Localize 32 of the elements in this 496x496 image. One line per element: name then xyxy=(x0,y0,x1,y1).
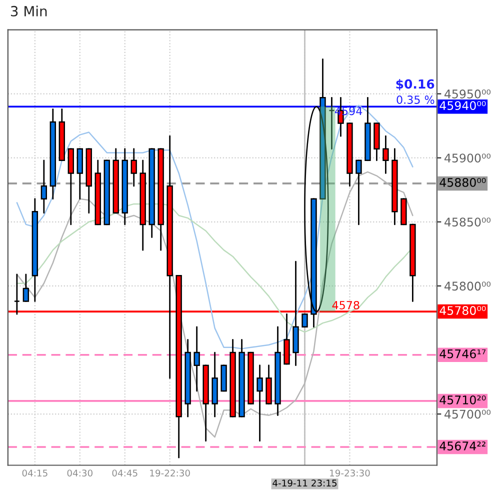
x-tick-label: 04:15 xyxy=(22,470,48,477)
annotation: $0.16 xyxy=(396,79,434,90)
y-tick-label: 45900⁰⁰ xyxy=(444,154,491,162)
ref-line-label: 45710²⁰ xyxy=(440,395,486,404)
ref-line-label: 45880⁰⁰ xyxy=(440,178,486,187)
y-tick-label: 45950⁰⁰ xyxy=(444,90,491,98)
x-tick-label: 04:45 xyxy=(112,470,138,477)
candlestick xyxy=(130,148,137,187)
candlestick xyxy=(22,274,30,302)
candlestick xyxy=(14,274,20,315)
chart-title: 3 Min xyxy=(10,6,47,16)
y-tick-label: 45800⁰⁰ xyxy=(444,282,491,291)
candlestick xyxy=(40,160,48,214)
ref-line-label: 45746¹⁷ xyxy=(440,349,486,358)
annotation: 0.35 % xyxy=(396,96,434,104)
x-tick-label: 19-22:30 xyxy=(150,470,190,477)
ref-line-label: 45780⁰⁰ xyxy=(440,306,486,315)
ref-line-label: 45674²² xyxy=(440,442,486,450)
annotation: 4578 xyxy=(332,300,360,310)
ref-line-label: 45940⁰⁰ xyxy=(440,101,486,110)
x-tick-label: 4-19-11 23:15 xyxy=(272,480,337,487)
y-tick-label: 45700⁰⁰ xyxy=(444,410,491,419)
candlestick xyxy=(302,313,308,328)
candlestick xyxy=(328,96,335,150)
line-series xyxy=(16,104,414,350)
y-tick-label: 45850⁰⁰ xyxy=(444,218,491,227)
candlestick xyxy=(382,135,389,174)
candlestick xyxy=(256,364,263,442)
x-tick-label: 19-23:30 xyxy=(330,470,370,477)
x-tick-label: 04:30 xyxy=(67,470,92,477)
candlestick xyxy=(194,326,200,392)
candlestick xyxy=(356,160,362,226)
